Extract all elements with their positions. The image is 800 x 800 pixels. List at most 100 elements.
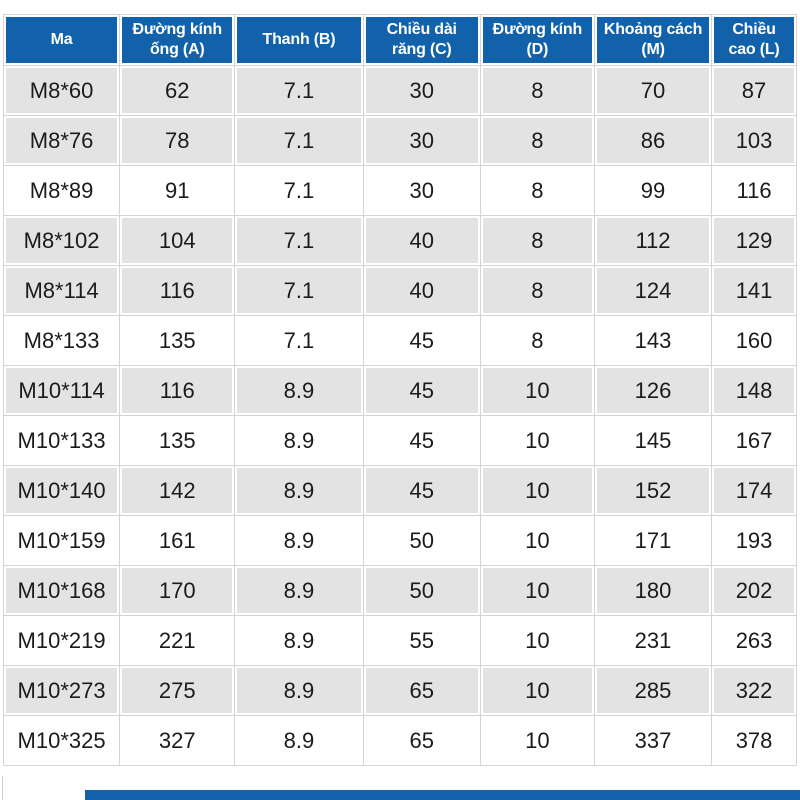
table-cell: 8 xyxy=(479,265,595,316)
table-cell: M8*102 xyxy=(2,215,121,266)
table-row: M10*219 221 8.9 55 10 231 263 xyxy=(2,615,797,666)
table-cell: 91 xyxy=(119,165,236,216)
table-cell: 45 xyxy=(362,415,481,466)
table-cell: 50 xyxy=(362,565,481,616)
column-header: Khoảng cách (M) xyxy=(593,14,713,66)
table-cell: M10*114 xyxy=(2,365,121,416)
table-cell: 275 xyxy=(119,665,236,716)
table-cell: 378 xyxy=(711,715,797,766)
table-cell: 337 xyxy=(593,715,713,766)
table-cell: 8 xyxy=(479,315,595,366)
table-row: M10*168 170 8.9 50 10 180 202 xyxy=(2,565,797,616)
table-cell: 65 xyxy=(362,665,481,716)
table-cell: 99 xyxy=(593,165,713,216)
table-row: M10*159 161 8.9 50 10 171 193 xyxy=(2,515,797,566)
table-cell: 152 xyxy=(593,465,713,516)
table-cell: 116 xyxy=(711,165,797,216)
table-cell: M8*114 xyxy=(2,265,121,316)
table-row: M10*273 275 8.9 65 10 285 322 xyxy=(2,665,797,716)
table-cell: 8.9 xyxy=(234,515,364,566)
column-header: Thanh (B) xyxy=(234,14,364,66)
table-row: M10*325 327 8.9 65 10 337 378 xyxy=(2,715,797,766)
table-cell: 160 xyxy=(711,315,797,366)
table-cell: 103 xyxy=(711,115,797,166)
table-cell: M8*60 xyxy=(2,65,121,116)
table-cell: 263 xyxy=(711,615,797,666)
table-cell: 161 xyxy=(119,515,236,566)
table-cell: 142 xyxy=(119,465,236,516)
table-cell: 145 xyxy=(593,415,713,466)
table-cell: 7.1 xyxy=(234,115,364,166)
table-cell: 193 xyxy=(711,515,797,566)
column-header: Đường kính ống (A) xyxy=(119,14,236,66)
table-cell: 30 xyxy=(362,115,481,166)
table-cell: 8.9 xyxy=(234,415,364,466)
table-cell: 30 xyxy=(362,165,481,216)
table-cell: 8.9 xyxy=(234,665,364,716)
table-cell: 8 xyxy=(479,65,595,116)
column-header: Chiều cao (L) xyxy=(711,14,797,66)
table-cell: 70 xyxy=(593,65,713,116)
table-row: M10*114 116 8.9 45 10 126 148 xyxy=(2,365,797,416)
table-cell: 180 xyxy=(593,565,713,616)
table-cell: 170 xyxy=(119,565,236,616)
table-cell: 10 xyxy=(479,615,595,666)
table-cell: 8 xyxy=(479,115,595,166)
table-cell: 129 xyxy=(711,215,797,266)
table-cell: 10 xyxy=(479,415,595,466)
column-header: Đường kính (D) xyxy=(479,14,595,66)
table-cell: 30 xyxy=(362,65,481,116)
table-cell: 285 xyxy=(593,665,713,716)
header-row: Ma Đường kính ống (A) Thanh (B) Chiều dài r… xyxy=(2,14,797,66)
table-cell: 45 xyxy=(362,315,481,366)
table-cell: 7.1 xyxy=(234,315,364,366)
table-cell: 171 xyxy=(593,515,713,566)
table-cell: M10*273 xyxy=(2,665,121,716)
table-cell: 45 xyxy=(362,365,481,416)
table-cell: M10*219 xyxy=(2,615,121,666)
table-row: M8*114 116 7.1 40 8 124 141 xyxy=(2,265,797,316)
table-cell: M8*89 xyxy=(2,165,121,216)
table-cell: 8.9 xyxy=(234,715,364,766)
table-cell: 104 xyxy=(119,215,236,266)
spec-table: Ma Đường kính ống (A) Thanh (B) Chiều dài r… xyxy=(2,14,797,766)
table-cell: 116 xyxy=(119,265,236,316)
table-cell: M10*159 xyxy=(2,515,121,566)
table-cell: 124 xyxy=(593,265,713,316)
table-cell: M8*133 xyxy=(2,315,121,366)
table-cell: 10 xyxy=(479,665,595,716)
table-cell: M10*133 xyxy=(2,415,121,466)
table-cell: 8.9 xyxy=(234,565,364,616)
table-cell: 7.1 xyxy=(234,65,364,116)
spec-table-header: Ma Đường kính ống (A) Thanh (B) Chiều dài r… xyxy=(2,14,797,66)
table-cell: 8.9 xyxy=(234,365,364,416)
table-cell: 116 xyxy=(119,365,236,416)
table-cell: 174 xyxy=(711,465,797,516)
table-row: M10*140 142 8.9 45 10 152 174 xyxy=(2,465,797,516)
table-cell: 87 xyxy=(711,65,797,116)
table-cell: 40 xyxy=(362,215,481,266)
table-cell: 322 xyxy=(711,665,797,716)
table-cell: 327 xyxy=(119,715,236,766)
spec-table-body: M8*60 62 7.1 30 8 70 87 M8*76 78 7.1 30 8 86 103 M8*89… xyxy=(2,65,797,766)
table-row: M8*133 135 7.1 45 8 143 160 xyxy=(2,315,797,366)
table-row: M8*102 104 7.1 40 8 112 129 xyxy=(2,215,797,266)
table-row: M8*60 62 7.1 30 8 70 87 xyxy=(2,65,797,116)
table-cell: 221 xyxy=(119,615,236,666)
table-cell: 8.9 xyxy=(234,465,364,516)
table-row: M8*89 91 7.1 30 8 99 116 xyxy=(2,165,797,216)
table-cell: M10*168 xyxy=(2,565,121,616)
table-cell: 10 xyxy=(479,465,595,516)
table-cell: M10*140 xyxy=(2,465,121,516)
table-cell: 141 xyxy=(711,265,797,316)
column-header: Chiều dài răng (C) xyxy=(362,14,481,66)
table-cell: 7.1 xyxy=(234,265,364,316)
table-cell: 8 xyxy=(479,165,595,216)
table-cell: 40 xyxy=(362,265,481,316)
table-cell: 148 xyxy=(711,365,797,416)
table-cell: M8*76 xyxy=(2,115,121,166)
table-cell: 231 xyxy=(593,615,713,666)
table-cell: 135 xyxy=(119,415,236,466)
table-cell: 62 xyxy=(119,65,236,116)
table-cell: 10 xyxy=(479,565,595,616)
